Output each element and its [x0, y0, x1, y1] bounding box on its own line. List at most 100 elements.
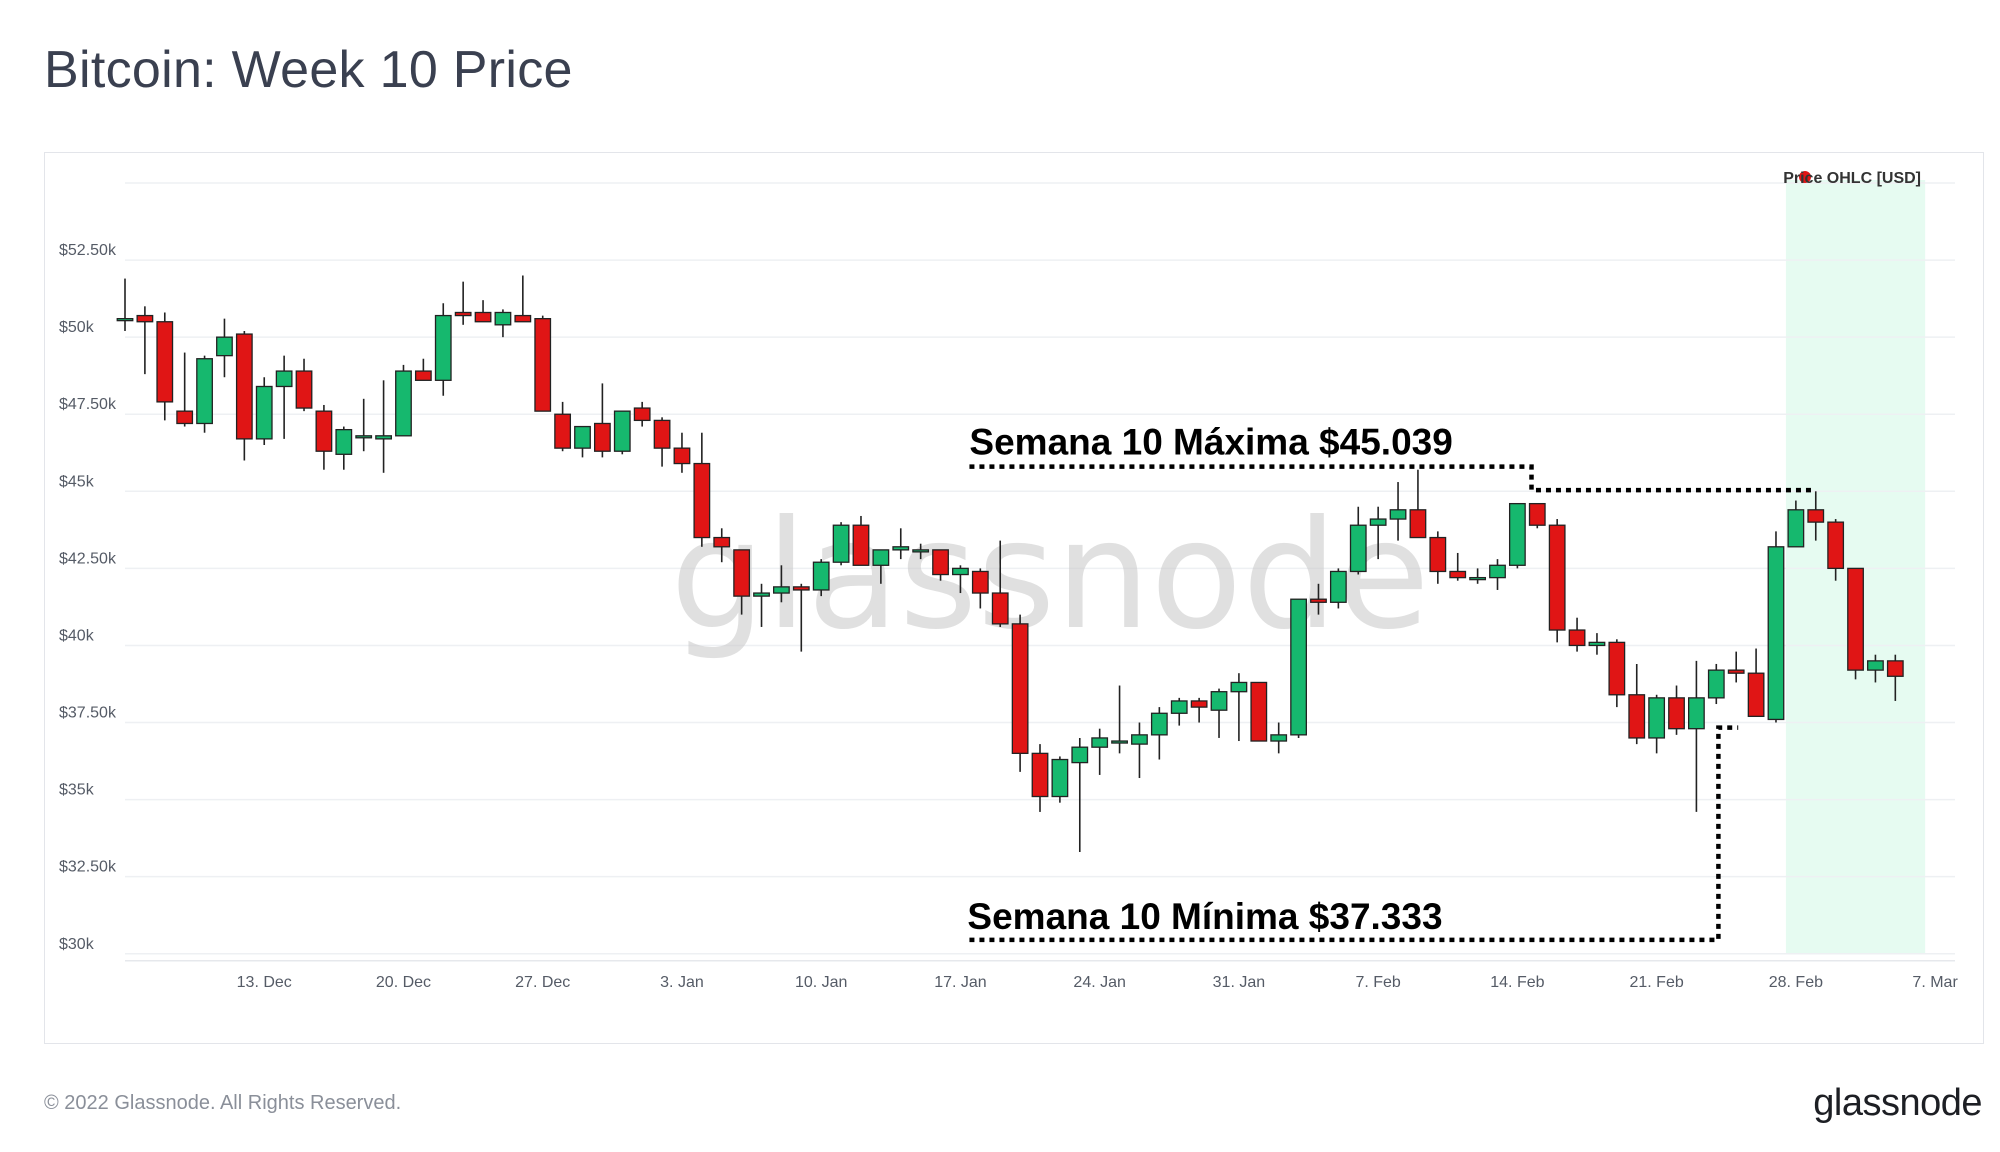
candle-body [1270, 734, 1288, 742]
candle [1051, 756, 1069, 803]
candle [1489, 559, 1506, 590]
candle-body [1329, 570, 1347, 603]
candle-body [574, 425, 591, 449]
candle-body [991, 592, 1009, 625]
candle [1230, 673, 1248, 742]
candle-body [773, 586, 790, 594]
candle-body [792, 586, 810, 591]
candle-body [713, 536, 731, 548]
x-tick-label: 31. Jan [1213, 974, 1265, 991]
candle-body [395, 370, 412, 437]
candle-body [1469, 576, 1487, 581]
candle-body [872, 549, 890, 566]
min-annotation-label: Semana 10 Mínima $37.333 [967, 896, 1442, 937]
candle [574, 425, 591, 458]
y-tick-label: $35k [59, 782, 95, 799]
candle-body [355, 435, 373, 439]
candle-body [275, 370, 293, 388]
candle-body [1588, 641, 1606, 647]
candle [593, 383, 611, 458]
chart-frame: glassnode $30k $32.50k $35k $37.50k $40k $42.… [44, 152, 1984, 1044]
candle [1867, 654, 1884, 683]
candle-body [852, 524, 870, 566]
candle-body [1449, 570, 1467, 579]
candle-body [1688, 697, 1705, 730]
candle-body [196, 358, 213, 425]
candle-body [1568, 629, 1586, 647]
candle [216, 318, 233, 378]
candle [1747, 648, 1765, 718]
candle-body [1747, 672, 1765, 718]
y-tick-label: $37.50k [59, 705, 117, 722]
candle [494, 309, 512, 338]
candle [1449, 552, 1467, 581]
page-title: Bitcoin: Week 10 Price [44, 41, 573, 99]
x-tick-label: 13. Dec [237, 974, 292, 991]
candle-body [255, 385, 273, 440]
candle [1170, 697, 1188, 726]
y-tick-label: $32.50k [59, 859, 117, 876]
candle-body [593, 422, 611, 452]
candle-body [1528, 502, 1546, 526]
candle [1727, 651, 1745, 683]
x-tick-label: 3. Jan [660, 974, 704, 991]
candle-body [1150, 712, 1168, 736]
candle [534, 315, 552, 412]
candle [275, 355, 293, 439]
candle-body [1727, 669, 1745, 674]
candle [1429, 531, 1447, 584]
candle-body [315, 410, 333, 452]
candle [892, 528, 910, 560]
candle [116, 278, 134, 331]
candle [414, 358, 432, 381]
candle [1150, 707, 1168, 760]
x-tick-label: 24. Jan [1073, 974, 1125, 991]
candle-body [534, 318, 552, 412]
candle-body [1071, 746, 1089, 764]
candle [315, 404, 333, 470]
candle-body [1131, 734, 1148, 745]
candle [1827, 519, 1845, 581]
candle [1071, 737, 1089, 853]
candle [872, 549, 890, 584]
candle [1528, 502, 1546, 529]
candle [1628, 663, 1646, 745]
candle [196, 355, 213, 433]
candle [653, 417, 671, 467]
candle [1190, 697, 1208, 723]
candle [454, 281, 472, 325]
footer-copyright: © 2022 Glassnode. All Rights Reserved. [44, 1092, 402, 1114]
candle [295, 358, 313, 412]
candle-body [673, 447, 691, 465]
candle-body [1787, 509, 1805, 548]
week-10-band [1785, 180, 1926, 954]
candle-body [375, 435, 392, 440]
candle [156, 312, 174, 421]
candle [673, 432, 691, 473]
candle [1787, 500, 1805, 548]
candle-body [912, 549, 930, 553]
x-axis: 13. Dec 20. Dec 27. Dec 3. Jan 10. Jan 17. Ja… [237, 974, 1959, 991]
candle [1270, 722, 1288, 754]
x-tick-label: 17. Jan [934, 974, 986, 991]
candle-body [116, 318, 134, 322]
candle [176, 352, 194, 427]
candle-body [514, 314, 532, 323]
candle-body [235, 333, 253, 440]
candle-body [1767, 546, 1785, 721]
candle [812, 559, 830, 597]
candle [514, 275, 532, 323]
candle [1588, 633, 1606, 655]
candles [116, 275, 1904, 853]
candle-body [1867, 660, 1884, 671]
candle [633, 401, 651, 427]
candle-body [653, 419, 671, 449]
candle-body [932, 549, 949, 576]
candle [395, 364, 412, 437]
candle-body [176, 410, 194, 425]
candle-body [1290, 598, 1307, 736]
candle [1310, 583, 1327, 615]
candle-body [1548, 524, 1566, 631]
candle-body [295, 370, 313, 409]
legend[interactable]: Price OHLC [USD] [1783, 170, 1921, 187]
